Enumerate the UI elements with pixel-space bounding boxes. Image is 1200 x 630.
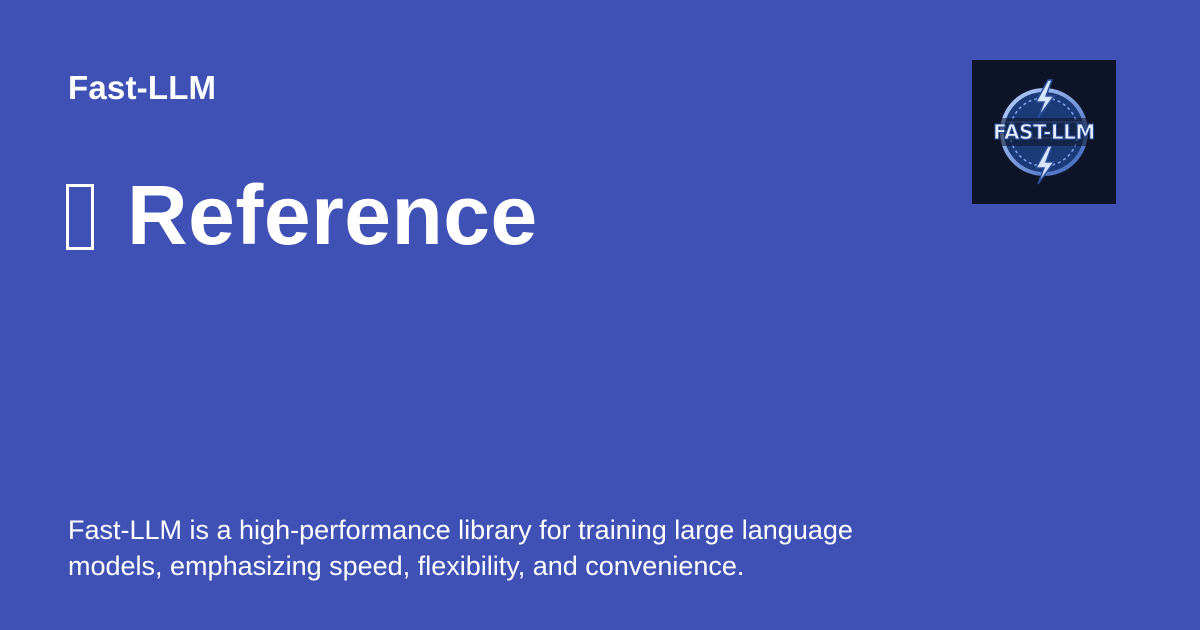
missing-glyph-icon <box>66 184 94 250</box>
description-line: models, emphasizing speed, flexibility, … <box>68 551 745 581</box>
site-name: Fast-LLM <box>68 69 217 106</box>
logo: FAST-LLM <box>972 60 1116 204</box>
page-title: Reference <box>66 165 538 265</box>
lightning-bolt-badge-icon: FAST-LLM <box>972 60 1116 204</box>
logo-wordmark: FAST-LLM <box>993 120 1095 144</box>
description-line: Fast-LLM is a high-performance library f… <box>68 515 853 545</box>
page-title-text: Reference <box>127 168 538 262</box>
page-description: Fast-LLM is a high-performance library f… <box>68 512 968 584</box>
